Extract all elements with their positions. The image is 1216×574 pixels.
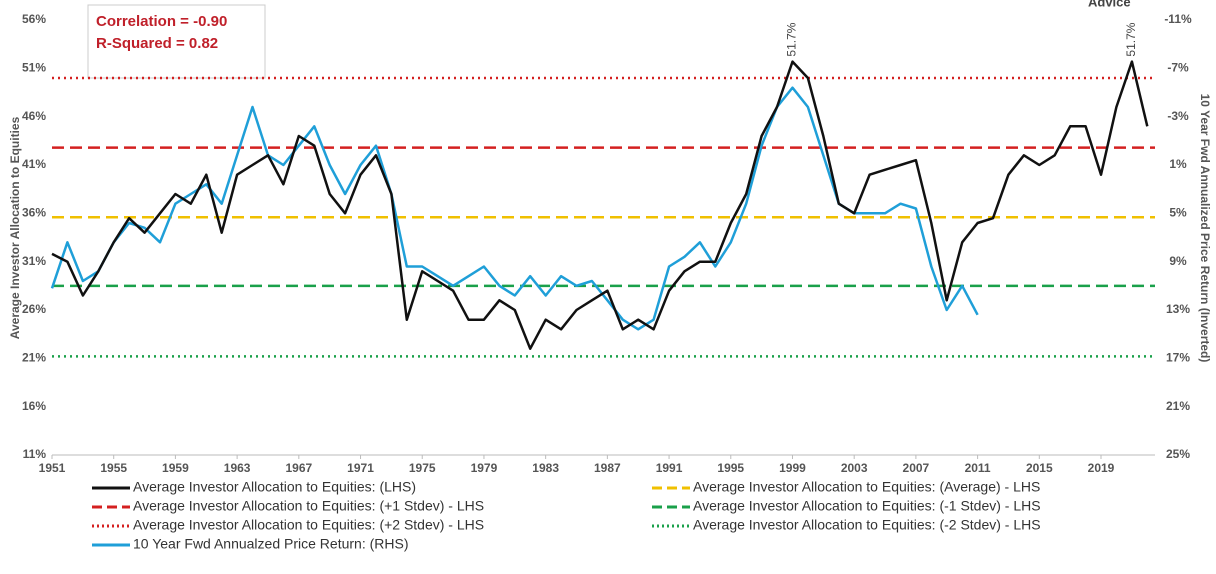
y-tick-label: 31% <box>22 254 46 268</box>
y2-tick-label: -7% <box>1167 61 1189 75</box>
x-tick-label: 2007 <box>903 461 930 475</box>
x-tick-label: 1999 <box>779 461 806 475</box>
point-label: 51.7% <box>785 22 799 56</box>
series-line <box>51 60 1149 350</box>
x-tick-label: 1959 <box>162 461 189 475</box>
legend-label: Average Investor Allocation to Equities:… <box>133 479 416 495</box>
x-tick-label: 1975 <box>409 461 436 475</box>
stats-box <box>87 4 266 79</box>
y-axis-title: Average Investor Allocation to Equities <box>8 116 22 339</box>
legend-label: Average Investor Allocation to Equities:… <box>693 498 1041 514</box>
y2-tick-label: 1% <box>1169 157 1187 171</box>
y-tick-label: 56% <box>22 12 46 26</box>
y2-tick-label: -11% <box>1164 12 1192 26</box>
y-tick-label: 21% <box>22 351 46 365</box>
y2-axis-title: 10 Year Fwd Annualized Price Return (Inv… <box>1198 94 1212 363</box>
y-tick-label: 46% <box>22 109 46 123</box>
y2-tick-label: 5% <box>1169 206 1187 220</box>
y2-tick-label: 17% <box>1166 351 1190 365</box>
y2-tick-label: -3% <box>1167 109 1189 123</box>
point-label: 51.7% <box>1124 22 1138 56</box>
y-tick-label: 51% <box>22 61 46 75</box>
x-tick-label: 1971 <box>347 461 374 475</box>
y-tick-label: 41% <box>22 157 46 171</box>
x-tick-label: 1995 <box>717 461 744 475</box>
y2-tick-label: 9% <box>1169 254 1187 268</box>
x-tick-label: 2015 <box>1026 461 1053 475</box>
y2-tick-label: 25% <box>1166 447 1190 461</box>
x-tick-label: 1967 <box>285 461 312 475</box>
legend-label: Average Investor Allocation to Equities:… <box>693 517 1041 533</box>
x-tick-label: 1987 <box>594 461 621 475</box>
x-tick-label: 1979 <box>471 461 498 475</box>
y-tick-label: 36% <box>22 206 46 220</box>
y-tick-label: 11% <box>23 447 47 461</box>
legend-label: Average Investor Allocation to Equities:… <box>693 479 1040 495</box>
x-tick-label: 1983 <box>532 461 559 475</box>
legend-label: 10 Year Fwd Annualzed Price Return: (RHS… <box>133 536 408 552</box>
x-tick-label: 1991 <box>656 461 683 475</box>
series-line <box>50 86 979 331</box>
x-tick-label: 2011 <box>965 461 991 475</box>
y-tick-label: 16% <box>22 399 46 413</box>
r-squared-text: R-Squared = 0.82 <box>96 35 218 52</box>
x-tick-label: 2019 <box>1088 461 1115 475</box>
x-tick-label: 2003 <box>841 461 868 475</box>
x-tick-label: 1963 <box>224 461 251 475</box>
legend-label: Average Investor Allocation to Equities:… <box>133 517 484 533</box>
legend-label: Average Investor Allocation to Equities:… <box>133 498 484 514</box>
y2-tick-label: 13% <box>1166 302 1190 316</box>
correlation-text: Correlation = -0.90 <box>96 13 227 30</box>
y2-tick-label: 21% <box>1166 399 1190 413</box>
logo-text: Advice <box>1088 0 1131 9</box>
x-tick-label: 1951 <box>39 461 66 475</box>
y-tick-label: 26% <box>22 302 46 316</box>
x-tick-label: 1955 <box>100 461 127 475</box>
